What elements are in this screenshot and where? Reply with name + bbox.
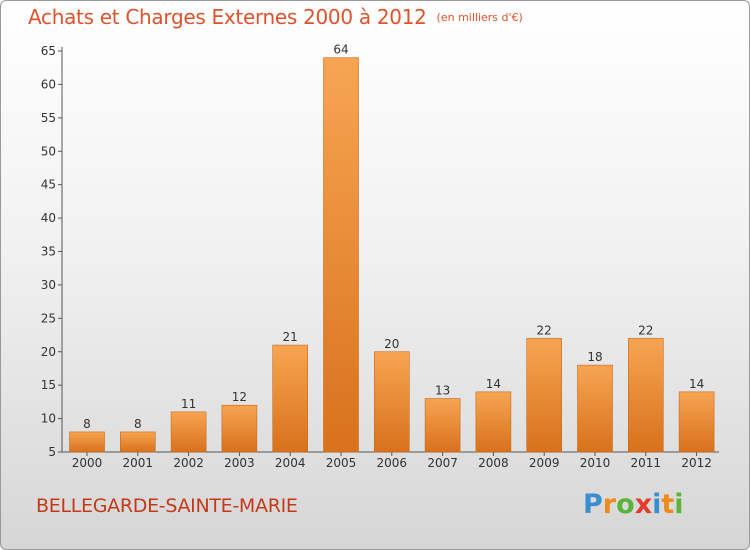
bar-value-label: 14 — [689, 377, 704, 391]
bar-value-label: 21 — [283, 330, 298, 344]
proxiti-logo: Proxiti — [583, 489, 684, 520]
bar-value-label: 8 — [83, 417, 91, 431]
axes: 5 10 15 20 25 30 35 40 45 50 55 60 65 2000 2001 2002 200… — [41, 44, 719, 470]
x-tick-label: 2006 — [377, 456, 408, 470]
x-tick-label: 2004 — [275, 456, 306, 470]
y-tick-label: 25 — [41, 311, 56, 325]
x-tick-label: 2001 — [123, 456, 154, 470]
bar-value-label: 22 — [638, 323, 653, 337]
bar-2010 — [577, 364, 613, 453]
chart-title: Achats et Charges Externes 2000 à 2012 (e… — [28, 5, 523, 29]
bar-2001 — [120, 431, 156, 453]
bar-value-label: 20 — [384, 337, 399, 351]
bar-value-label: 22 — [537, 323, 552, 337]
bar-value-label: 13 — [435, 384, 450, 398]
y-tick-label: 15 — [41, 378, 56, 392]
y-tick-label: 10 — [41, 412, 56, 426]
bar-2000 — [69, 431, 105, 453]
chart-unit: (en milliers d'€) — [436, 11, 523, 24]
bar-2009 — [526, 338, 563, 453]
logo-letter: i — [674, 489, 684, 520]
x-tick-label: 2002 — [173, 456, 204, 470]
y-tick-label: 65 — [41, 44, 56, 58]
y-tick-label: 55 — [41, 111, 56, 125]
bar-value-label: 12 — [232, 390, 247, 404]
bar-value-label: 11 — [181, 397, 196, 411]
x-tick-label: 2010 — [580, 456, 611, 470]
x-tick-label: 2008 — [478, 456, 509, 470]
logo-letter: P — [583, 489, 603, 520]
x-tick-label: 2007 — [427, 456, 458, 470]
bar-value-label: 64 — [333, 43, 348, 57]
bar-2008 — [475, 391, 512, 453]
logo-letter: o — [616, 489, 635, 520]
y-tick-label: 35 — [41, 245, 56, 259]
y-tick-label: 50 — [41, 144, 56, 158]
x-tick-label: 2005 — [326, 456, 357, 470]
y-tick-label: 45 — [41, 178, 56, 192]
bar-2006 — [373, 351, 410, 453]
logo-letter: x — [634, 489, 653, 520]
y-tick-label: 30 — [41, 278, 56, 292]
bar-2004 — [272, 344, 309, 453]
bar-value-label: 14 — [486, 377, 501, 391]
y-tick-label: 60 — [41, 77, 56, 91]
bars: 8 8 11 12 21 64 20 13 14 22 18 22 14 — [69, 43, 715, 453]
bar-2002 — [170, 411, 207, 453]
x-tick-label: 2000 — [72, 456, 103, 470]
logo-letter: i — [652, 489, 662, 520]
x-tick-label: 2012 — [681, 456, 712, 470]
commune-name: BELLEGARDE-SAINTE-MARIE — [36, 495, 298, 517]
bar-value-label: 8 — [134, 417, 142, 431]
x-tick-label: 2009 — [529, 456, 560, 470]
bar-2005 — [323, 57, 359, 453]
y-tick-label: 5 — [48, 445, 56, 459]
bar-2003 — [221, 404, 258, 453]
logo-letter: r — [602, 489, 617, 520]
y-tick-label: 20 — [41, 345, 56, 359]
logo-letter: t — [661, 489, 675, 520]
bar-2007 — [424, 398, 461, 453]
y-tick-label: 40 — [41, 211, 56, 225]
chart-title-text: Achats et Charges Externes 2000 à 2012 — [28, 5, 427, 29]
x-tick-label: 2011 — [631, 456, 662, 470]
bar-2012 — [678, 391, 715, 453]
x-tick-label: 2003 — [224, 456, 255, 470]
bar-2011 — [627, 338, 664, 453]
bar-value-label: 18 — [587, 350, 602, 364]
